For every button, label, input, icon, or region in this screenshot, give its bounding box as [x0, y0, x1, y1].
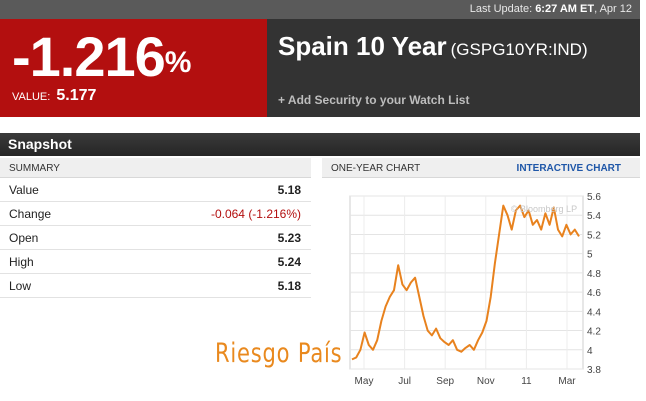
x-tick-label: Nov — [477, 376, 495, 387]
percent-sign: % — [164, 46, 192, 79]
x-tick-label: May — [355, 376, 374, 387]
y-tick-label: 4 — [587, 346, 593, 357]
value-number: 5.177 — [56, 87, 97, 104]
table-row: Low 5.18 — [0, 274, 311, 298]
security-name: Spain 10 Year — [278, 31, 447, 61]
row-value: 5.18 — [277, 183, 301, 197]
row-label: High — [9, 255, 34, 269]
value-line: VALUE: 5.177 — [12, 87, 96, 105]
y-tick-label: 5.2 — [587, 230, 601, 241]
security-ticker: (GSPG10YR:IND) — [450, 40, 588, 59]
table-row: High 5.24 — [0, 250, 311, 274]
line-chart: 3.8 4 4.2 4.4 4.6 4.8 5 5.2 5.4 5.6 May Jul Sep Nov 1… — [349, 192, 601, 387]
series-line — [351, 204, 580, 361]
one-year-chart-panel: ONE-YEAR CHART INTERACTIVE CHART 3.8 4 4.2… — [322, 158, 640, 400]
row-label: Low — [9, 279, 32, 293]
add-to-watchlist-link[interactable]: + Add Security to your Watch List — [278, 93, 470, 107]
summary-table: SUMMARY Value 5.18 Change -0.064 (-1.216%)… — [0, 158, 311, 298]
row-label: Change — [9, 207, 52, 221]
chart-watermark: © Bloomberg LP — [511, 204, 577, 214]
change-panel: -1.216% VALUE: 5.177 — [0, 19, 267, 117]
change-percent-value: -1.216 — [12, 25, 166, 88]
value-label: VALUE: — [12, 91, 51, 103]
y-tick-label: 4.6 — [587, 288, 601, 299]
y-tick-label: 4.2 — [587, 327, 601, 338]
interactive-chart-link[interactable]: INTERACTIVE CHART — [516, 163, 621, 174]
last-update-date: , Apr 12 — [594, 3, 632, 15]
y-tick-label: 3.8 — [587, 365, 601, 376]
row-label: Value — [9, 183, 39, 197]
table-row: Open 5.23 — [0, 226, 311, 250]
change-percent: -1.216% — [12, 25, 192, 89]
table-row: Value 5.18 — [0, 178, 311, 202]
security-title-panel: Spain 10 Year (GSPG10YR:IND) + Add Securi… — [267, 19, 640, 117]
x-tick-label: Mar — [558, 376, 576, 387]
row-label: Open — [9, 231, 39, 245]
x-tick-label: Jul — [398, 376, 411, 387]
y-tick-label: 4.8 — [587, 269, 601, 280]
last-update-prefix: Last Update: — [469, 3, 533, 15]
x-tick-label: 11 — [521, 376, 532, 387]
security-name-line: Spain 10 Year (GSPG10YR:IND) — [278, 31, 588, 62]
y-tick-label: 5.4 — [587, 211, 601, 222]
row-value: 5.18 — [277, 279, 301, 293]
riesgo-pais-overlay: Riesgo País — [215, 338, 343, 369]
y-tick-label: 5.6 — [587, 192, 601, 203]
x-tick-label: Sep — [436, 376, 454, 387]
chart-title: ONE-YEAR CHART — [331, 163, 421, 174]
row-value: 5.24 — [277, 255, 301, 269]
y-tick-label: 5 — [587, 250, 593, 261]
y-tick-label: 4.4 — [587, 307, 601, 318]
last-update-bar: Last Update: 6:27 AM ET, Apr 12 — [0, 0, 640, 19]
snapshot-heading: Snapshot — [0, 133, 640, 156]
row-value: 5.23 — [277, 231, 301, 245]
table-row: Change -0.064 (-1.216%) — [0, 202, 311, 226]
x-axis-ticks: May Jul Sep Nov 11 Mar — [355, 376, 577, 387]
y-axis-ticks: 3.8 4 4.2 4.4 4.6 4.8 5 5.2 5.4 5.6 — [587, 192, 601, 376]
summary-header: SUMMARY — [0, 158, 311, 178]
row-value: -0.064 (-1.216%) — [210, 207, 301, 221]
last-update-time: 6:27 AM ET — [535, 3, 595, 15]
chart-header: ONE-YEAR CHART INTERACTIVE CHART — [322, 158, 640, 178]
